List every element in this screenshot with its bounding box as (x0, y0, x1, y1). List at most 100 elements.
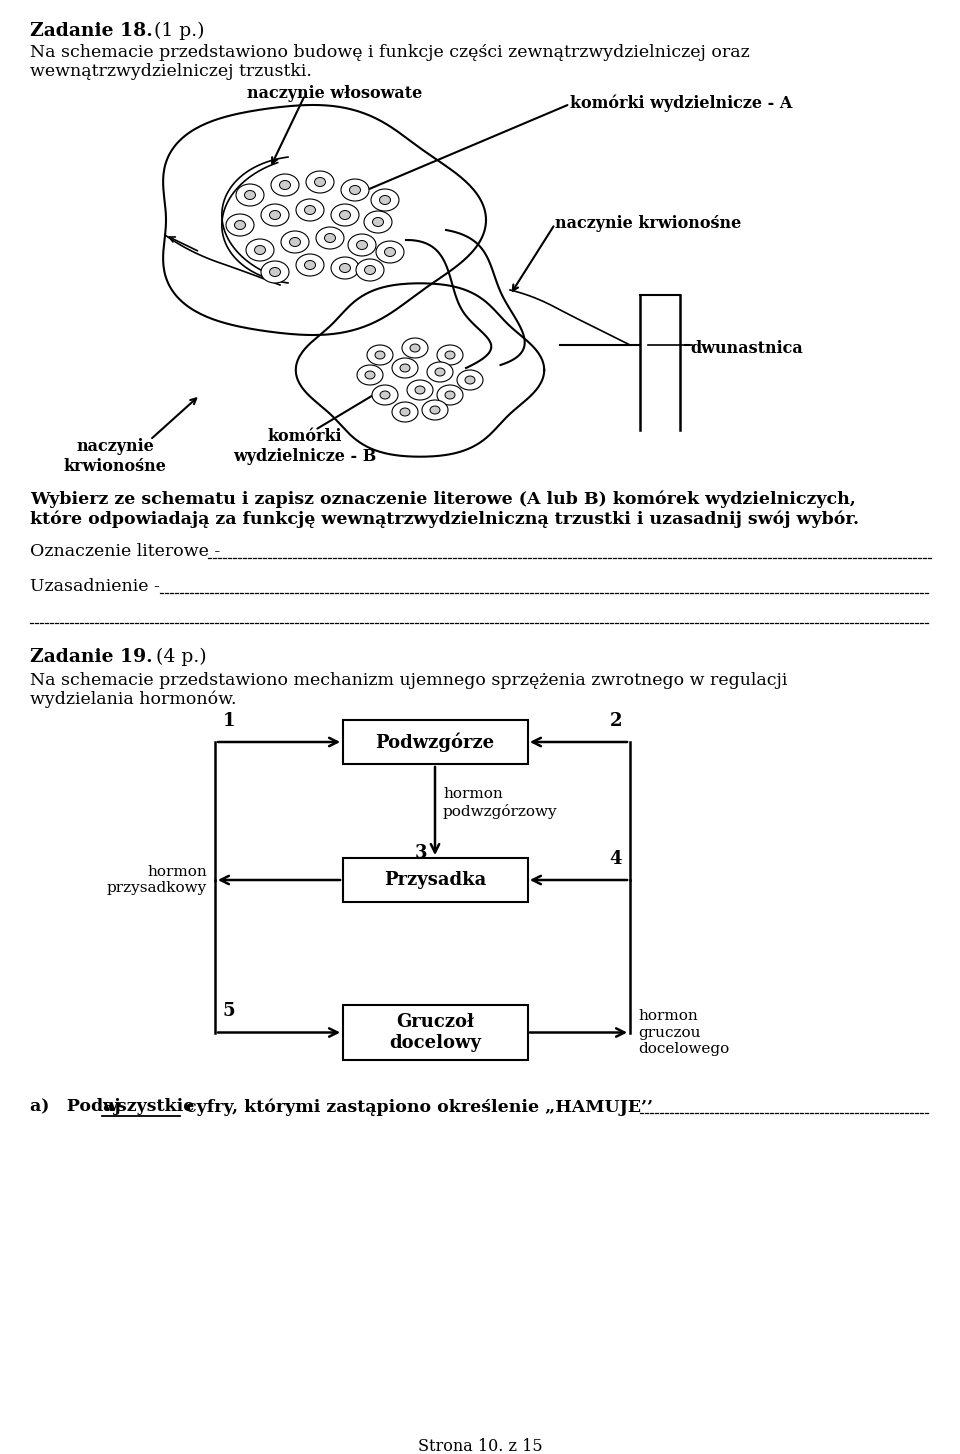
Ellipse shape (437, 345, 463, 365)
Ellipse shape (331, 257, 359, 279)
Ellipse shape (356, 240, 368, 250)
Ellipse shape (306, 172, 334, 193)
Text: hormon
gruczou
docelowego: hormon gruczou docelowego (638, 1009, 730, 1056)
Text: Zadanie 19.: Zadanie 19. (30, 648, 153, 666)
Text: Na schemacie przedstawiono mechanizm ujemnego sprzężenia zwrotnego w regulacji: Na schemacie przedstawiono mechanizm uje… (30, 672, 787, 689)
Text: (1 p.): (1 p.) (148, 22, 204, 41)
Text: hormon
przysadkowy: hormon przysadkowy (107, 865, 207, 896)
Ellipse shape (379, 195, 391, 205)
Text: 5: 5 (223, 1002, 235, 1021)
Ellipse shape (372, 218, 383, 227)
Ellipse shape (270, 268, 280, 276)
Text: naczynie
krwionośne: naczynie krwionośne (63, 438, 166, 474)
Text: Na schemacie przedstawiono budowę i funkcje części zewnątrzwydzielniczej oraz: Na schemacie przedstawiono budowę i funk… (30, 44, 750, 61)
Ellipse shape (376, 241, 404, 263)
Ellipse shape (430, 406, 440, 414)
Ellipse shape (271, 174, 299, 196)
Ellipse shape (245, 190, 255, 199)
Text: dwunastnica: dwunastnica (690, 340, 803, 358)
Ellipse shape (226, 214, 254, 236)
Bar (343, 858, 528, 901)
Ellipse shape (457, 369, 483, 390)
Text: 1: 1 (223, 712, 235, 730)
Ellipse shape (385, 247, 396, 256)
Ellipse shape (349, 186, 361, 195)
Text: Uzasadnienie -: Uzasadnienie - (30, 579, 165, 595)
Text: Podwzgórze: Podwzgórze (375, 733, 494, 752)
Text: które odpowiadają za funkcję wewnątrzwydzielniczną trzustki i uzasadnij swój wyb: które odpowiadają za funkcję wewnątrzwyd… (30, 510, 859, 528)
Ellipse shape (422, 400, 448, 420)
Ellipse shape (246, 238, 274, 262)
Bar (343, 720, 528, 763)
Ellipse shape (400, 364, 410, 372)
Text: wszystkie: wszystkie (102, 1098, 194, 1115)
Ellipse shape (367, 345, 393, 365)
Ellipse shape (410, 345, 420, 352)
Text: Strona 10. z 15: Strona 10. z 15 (418, 1438, 542, 1454)
Ellipse shape (445, 350, 455, 359)
Text: hormon
podwzgórzowy: hormon podwzgórzowy (443, 787, 558, 819)
Ellipse shape (375, 350, 385, 359)
Text: naczynie włosowate: naczynie włosowate (248, 84, 422, 102)
Ellipse shape (380, 391, 390, 398)
Ellipse shape (324, 234, 335, 243)
Text: Zadanie 18.: Zadanie 18. (30, 22, 153, 41)
Ellipse shape (356, 259, 384, 281)
Ellipse shape (415, 385, 425, 394)
Ellipse shape (365, 371, 375, 379)
Ellipse shape (290, 237, 300, 247)
Text: wydzielania hormonów.: wydzielania hormonów. (30, 691, 236, 708)
Text: naczynie krwionośne: naczynie krwionośne (555, 215, 741, 233)
Ellipse shape (435, 368, 445, 377)
Ellipse shape (371, 189, 399, 211)
Ellipse shape (270, 211, 280, 220)
Text: cyfry, którymi zastąpiono określenie „HAMUJE’’: cyfry, którymi zastąpiono określenie „HA… (180, 1098, 653, 1115)
Ellipse shape (392, 358, 418, 378)
Text: wewnątrzwydzielniczej trzustki.: wewnątrzwydzielniczej trzustki. (30, 63, 312, 80)
Ellipse shape (279, 180, 291, 189)
Ellipse shape (315, 177, 325, 186)
Ellipse shape (400, 409, 410, 416)
Text: Gruczoł
docelowy: Gruczoł docelowy (389, 1013, 481, 1051)
Ellipse shape (402, 337, 428, 358)
Text: komórki wydzielnicze - A: komórki wydzielnicze - A (570, 95, 792, 112)
Ellipse shape (340, 263, 350, 272)
Text: Oznaczenie literowe -: Oznaczenie literowe - (30, 542, 226, 560)
Text: Wybierz ze schematu i zapisz oznaczenie literowe (A lub B) komórek wydzielniczyc: Wybierz ze schematu i zapisz oznaczenie … (30, 490, 856, 507)
Ellipse shape (437, 385, 463, 406)
Ellipse shape (365, 266, 375, 275)
Ellipse shape (348, 234, 376, 256)
Ellipse shape (261, 204, 289, 225)
Text: a) Podaj: a) Podaj (30, 1098, 127, 1115)
Ellipse shape (316, 227, 344, 249)
Ellipse shape (304, 260, 316, 269)
Polygon shape (296, 284, 544, 457)
Ellipse shape (465, 377, 475, 384)
Text: komórki
wydzielnicze - B: komórki wydzielnicze - B (233, 427, 376, 465)
Ellipse shape (331, 204, 359, 225)
Ellipse shape (296, 199, 324, 221)
Ellipse shape (261, 262, 289, 284)
Ellipse shape (364, 211, 392, 233)
Ellipse shape (392, 401, 418, 422)
Ellipse shape (340, 211, 350, 220)
Text: (4 p.): (4 p.) (150, 648, 206, 666)
Ellipse shape (407, 379, 433, 400)
Ellipse shape (372, 385, 398, 406)
Ellipse shape (304, 205, 316, 215)
Ellipse shape (341, 179, 369, 201)
Ellipse shape (296, 254, 324, 276)
Polygon shape (163, 105, 486, 334)
Text: 4: 4 (610, 851, 622, 868)
Ellipse shape (427, 362, 453, 382)
Ellipse shape (445, 391, 455, 398)
Ellipse shape (236, 185, 264, 206)
Ellipse shape (254, 246, 266, 254)
Ellipse shape (357, 365, 383, 385)
Text: 3: 3 (415, 843, 427, 862)
Text: 2: 2 (610, 712, 622, 730)
Ellipse shape (281, 231, 309, 253)
Text: Przysadka: Przysadka (384, 871, 486, 888)
Ellipse shape (234, 221, 246, 230)
Bar (343, 1005, 528, 1060)
